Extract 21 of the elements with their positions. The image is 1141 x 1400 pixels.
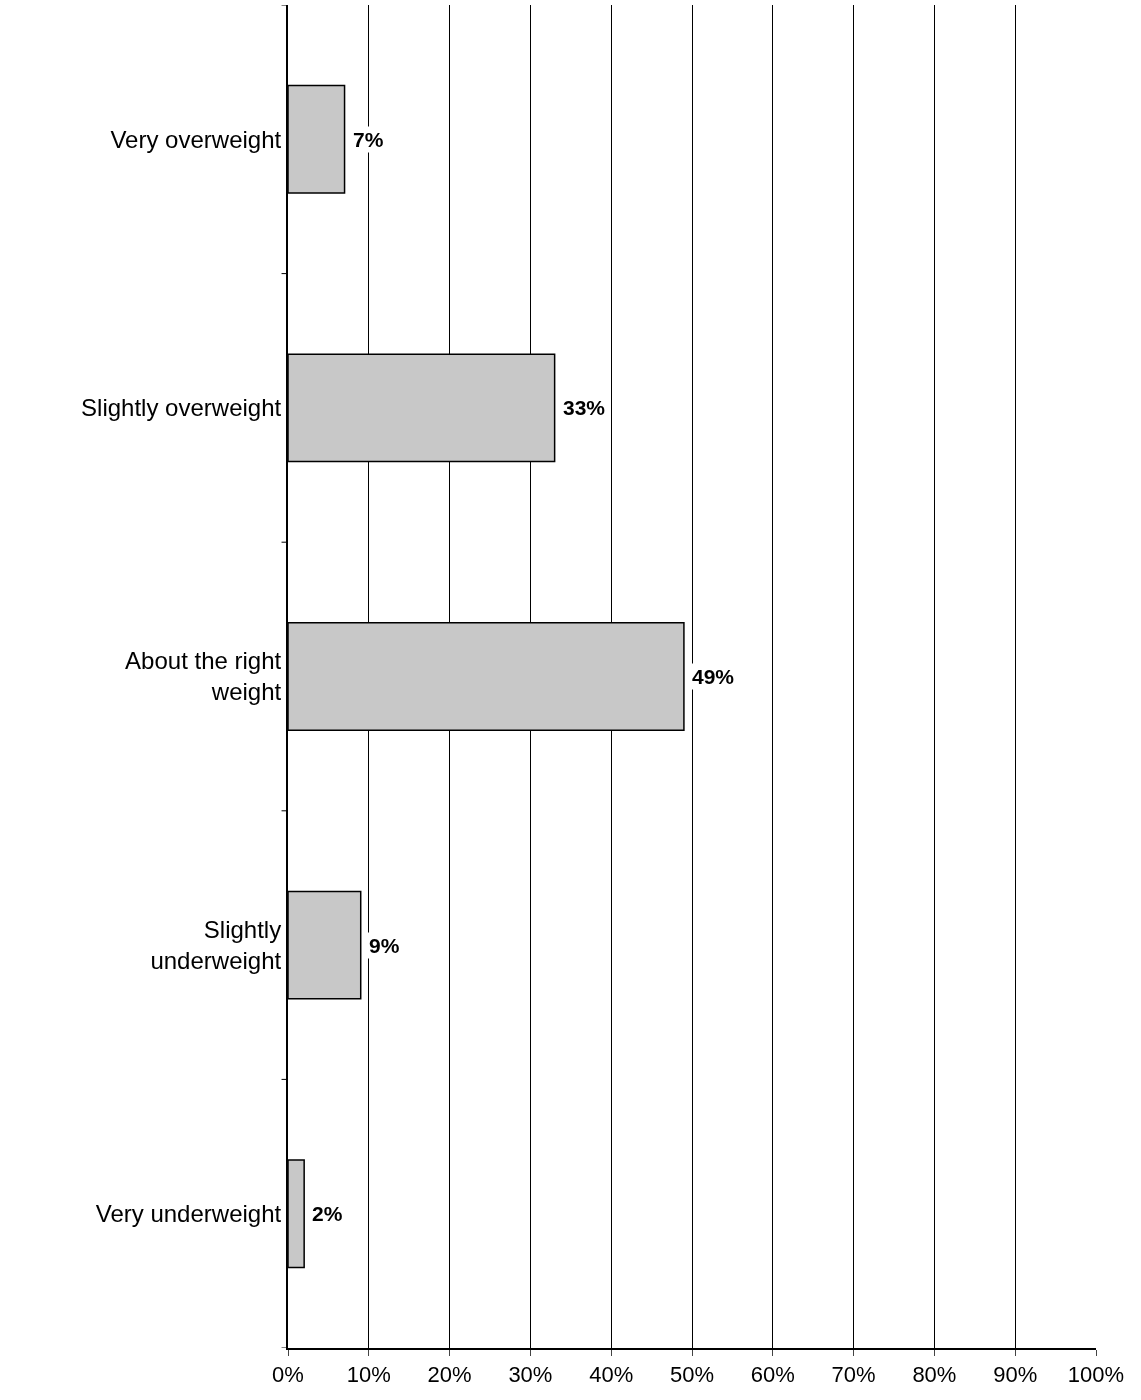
data-label: 49% [692,665,735,688]
y-tick-label: Slightly underweight [150,915,282,975]
data-label: 2% [312,1202,343,1225]
data-label: 9% [369,934,400,957]
x-tick-label: 70% [831,1362,876,1388]
x-tick-label: 60% [750,1362,795,1388]
x-tick-label: 30% [508,1362,553,1388]
x-tick-label: 40% [589,1362,634,1388]
x-tick-label: 0% [272,1362,304,1388]
y-tick-label: Very underweight [95,1200,282,1228]
y-tick-label: About the right weight [125,647,282,706]
x-tick-label: 100% [1067,1362,1125,1388]
x-tick-label: 10% [346,1362,391,1388]
data-label: 7% [353,128,384,151]
y-tick-label: Very overweight [110,125,282,153]
x-tick-label: 80% [912,1362,957,1388]
data-label: 33% [563,396,606,419]
x-tick-label: 20% [427,1362,472,1388]
x-tick-label: 90% [993,1362,1038,1388]
x-tick-label: 50% [669,1362,715,1388]
y-tick-label: Slightly overweight [81,394,282,422]
